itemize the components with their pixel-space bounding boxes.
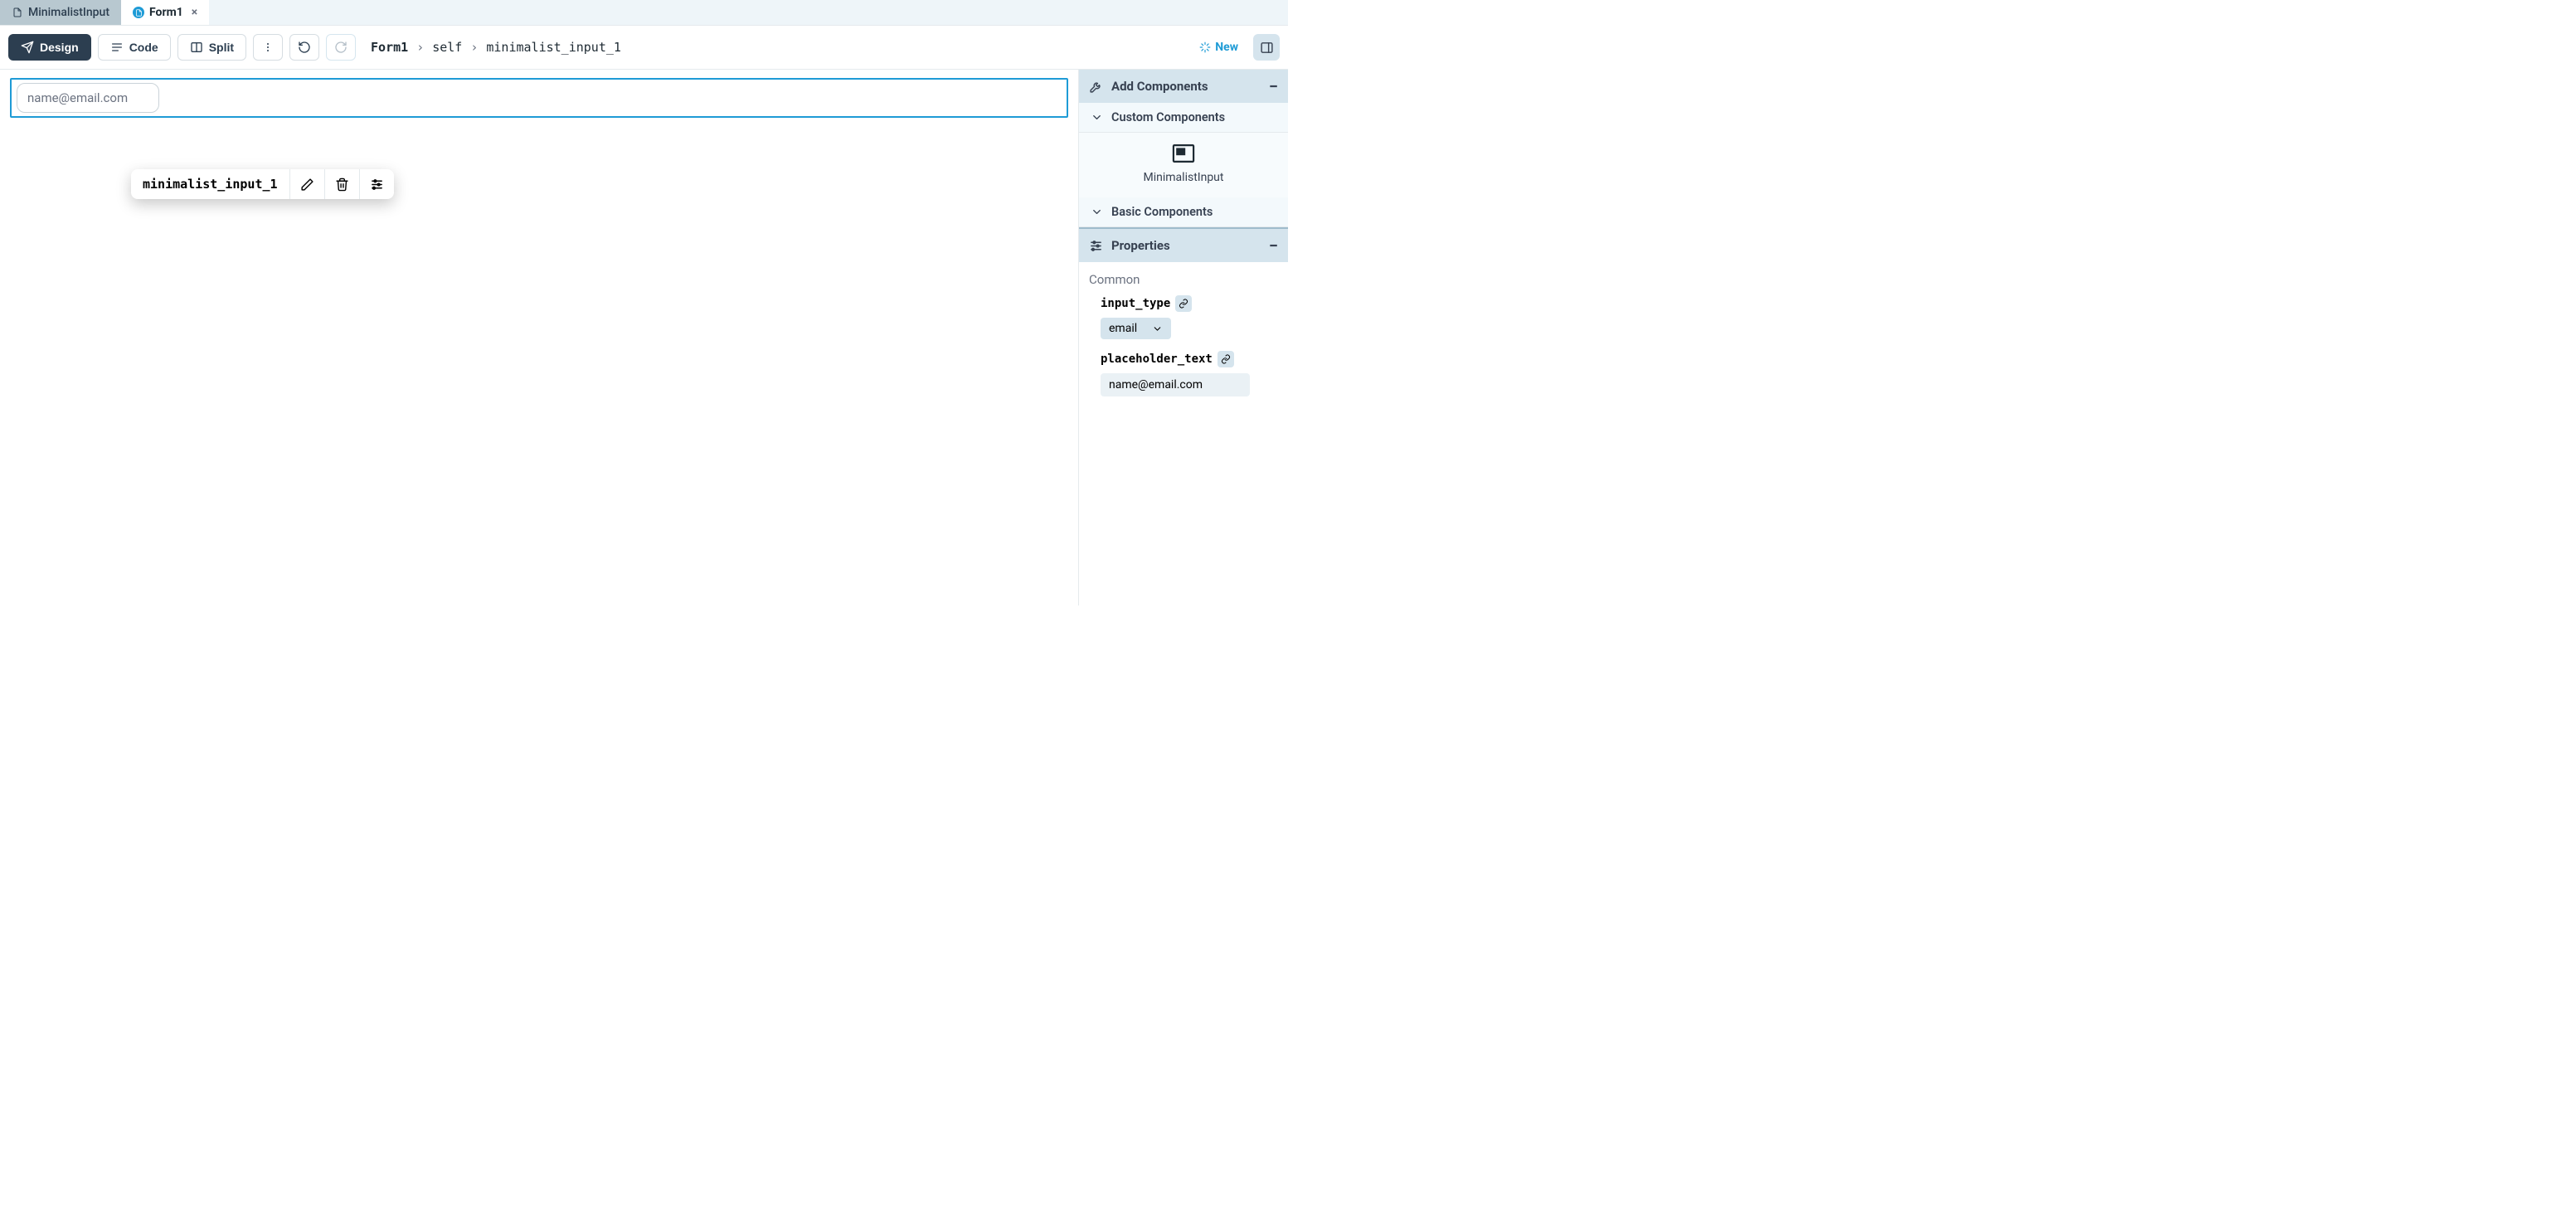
toolbar: Design Code Split Form1 › self › minimal… [0,26,1288,70]
file-icon [12,7,23,18]
breadcrumb-root[interactable]: Form1 [371,40,408,55]
code-label: Code [129,41,158,54]
tab-label: MinimalistInput [28,6,109,19]
add-components-title: Add Components [1111,79,1208,94]
redo-icon [334,41,348,54]
panel-toggle-button[interactable] [1253,34,1280,61]
breadcrumb: Form1 › self › minimalist_input_1 [371,40,621,55]
list-icon [110,41,124,54]
basic-components-title: Basic Components [1111,205,1213,219]
settings-button[interactable] [359,169,394,199]
minus-icon[interactable]: − [1269,76,1278,96]
properties-body: Common input_type email pl [1079,262,1288,416]
add-components-header[interactable]: Add Components − [1079,70,1288,103]
code-button[interactable]: Code [98,34,171,61]
property-input-type: input_type email [1101,295,1278,339]
layout-icon [1260,41,1274,55]
editor-tabs: MinimalistInput Form1 × [0,0,1288,26]
placeholder-text: name@email.com [27,90,128,105]
undo-icon [298,41,311,54]
selection-toolbar: minimalist_input_1 [131,169,394,199]
sliders-icon [1089,239,1103,253]
pencil-icon [300,178,314,192]
new-button[interactable]: New [1191,36,1247,59]
sparkle-icon [1199,41,1211,53]
component-card-label: MinimalistInput [1144,171,1224,184]
chevron-down-icon [1091,206,1103,218]
split-label: Split [209,41,234,54]
right-panel: Add Components − Custom Components Minim… [1078,70,1288,606]
paper-plane-icon [21,41,34,54]
properties-header[interactable]: Properties − [1079,227,1288,262]
redo-button[interactable] [326,34,356,61]
basic-components-header[interactable]: Basic Components [1079,197,1288,227]
properties-title: Properties [1111,238,1170,253]
minus-icon[interactable]: − [1269,236,1278,255]
main-area: name@email.com minimalist_input_1 [0,70,1288,606]
trash-icon [335,178,349,192]
kebab-icon [261,41,275,54]
select-value: email [1109,322,1137,335]
chevron-down-icon [1091,111,1103,124]
component-card-minimalist-input[interactable]: MinimalistInput [1138,144,1229,184]
custom-components-title: Custom Components [1111,110,1225,124]
tab-label: Form1 [149,6,183,19]
wrench-icon [1089,80,1103,94]
property-label: placeholder_text [1101,353,1213,366]
more-button[interactable] [253,34,283,61]
breadcrumb-leaf[interactable]: minimalist_input_1 [486,40,621,55]
delete-button[interactable] [324,169,359,199]
link-icon[interactable] [1218,351,1234,367]
edit-button[interactable] [289,169,324,199]
custom-components-header[interactable]: Custom Components [1079,103,1288,133]
minimalist-input-preview[interactable]: name@email.com [17,83,159,113]
split-button[interactable]: Split [177,34,246,61]
selection-name[interactable]: minimalist_input_1 [131,169,289,199]
custom-components-grid: MinimalistInput [1079,133,1288,197]
file-icon [133,7,144,18]
design-canvas[interactable]: name@email.com minimalist_input_1 [0,70,1078,606]
property-label: input_type [1101,297,1170,310]
chevron-right-icon: › [416,40,424,55]
tab-form1[interactable]: Form1 × [121,0,209,25]
component-icon [1172,144,1195,163]
new-label: New [1215,41,1238,54]
selected-component-wrapper[interactable]: name@email.com [10,78,1068,118]
sliders-icon [370,178,384,192]
link-icon[interactable] [1175,295,1192,312]
close-icon[interactable]: × [192,6,197,19]
chevron-down-icon [1152,323,1163,334]
input-type-select[interactable]: email [1101,318,1171,339]
tab-minimalist-input[interactable]: MinimalistInput [0,0,121,25]
undo-button[interactable] [289,34,319,61]
placeholder-text-input[interactable]: name@email.com [1101,373,1250,396]
split-icon [190,41,203,54]
breadcrumb-mid[interactable]: self [432,40,462,55]
properties-group-common: Common [1089,272,1278,287]
property-placeholder-text: placeholder_text name@email.com [1101,351,1278,396]
chevron-right-icon: › [470,40,478,55]
design-button[interactable]: Design [8,34,91,61]
design-label: Design [40,41,79,54]
